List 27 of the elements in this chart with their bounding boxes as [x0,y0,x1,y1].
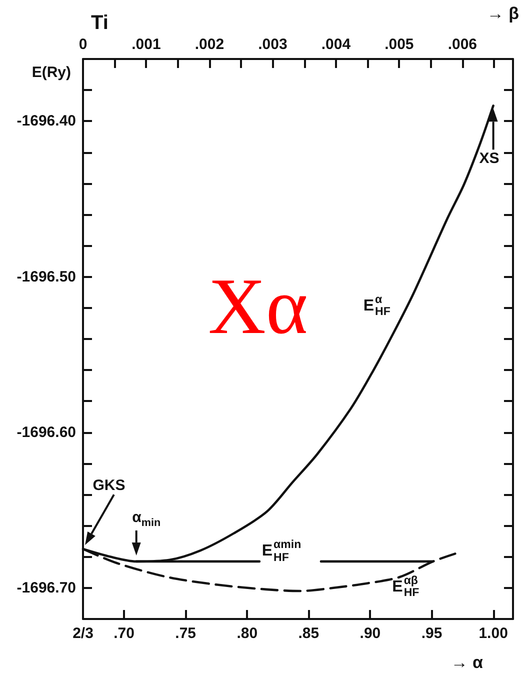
annotation: α$_{min}$ [132,508,161,530]
x-tick-label: .95 [421,625,442,642]
chart-title: Ti [91,12,108,34]
x2-tick-label: 0 [78,36,88,53]
y-tick-label: -1696.40 [16,112,76,130]
x-tick-label: 2/3 [72,625,94,642]
x-tick-label: .85 [298,625,320,642]
x-axis-title: → α [450,652,483,672]
x2-axis-title: → β [486,4,519,24]
annotation: Xα [208,263,308,352]
x2-tick-label: .006 [448,36,478,53]
x2-tick-label: .004 [321,36,352,53]
x-tick-label: 1.00 [478,625,508,642]
x-tick-label: .70 [114,625,134,642]
x2-tick-label: .001 [132,36,161,53]
x2-tick-label: .003 [258,36,288,53]
x-tick-label: .75 [175,625,196,642]
annotation: GKS [92,476,126,494]
x-tick-label: .80 [236,625,258,642]
x2-tick-label: .002 [194,36,224,53]
x2-tick-label: .005 [384,36,414,53]
y-tick-label: -1696.60 [16,424,76,441]
y-axis-title: E(Ry) [32,64,71,82]
y-tick-label: -1696.70 [16,579,76,596]
annotation: XS [479,150,500,168]
y-tick-label: -1696.50 [16,268,76,286]
x-tick-label: .90 [360,625,381,642]
